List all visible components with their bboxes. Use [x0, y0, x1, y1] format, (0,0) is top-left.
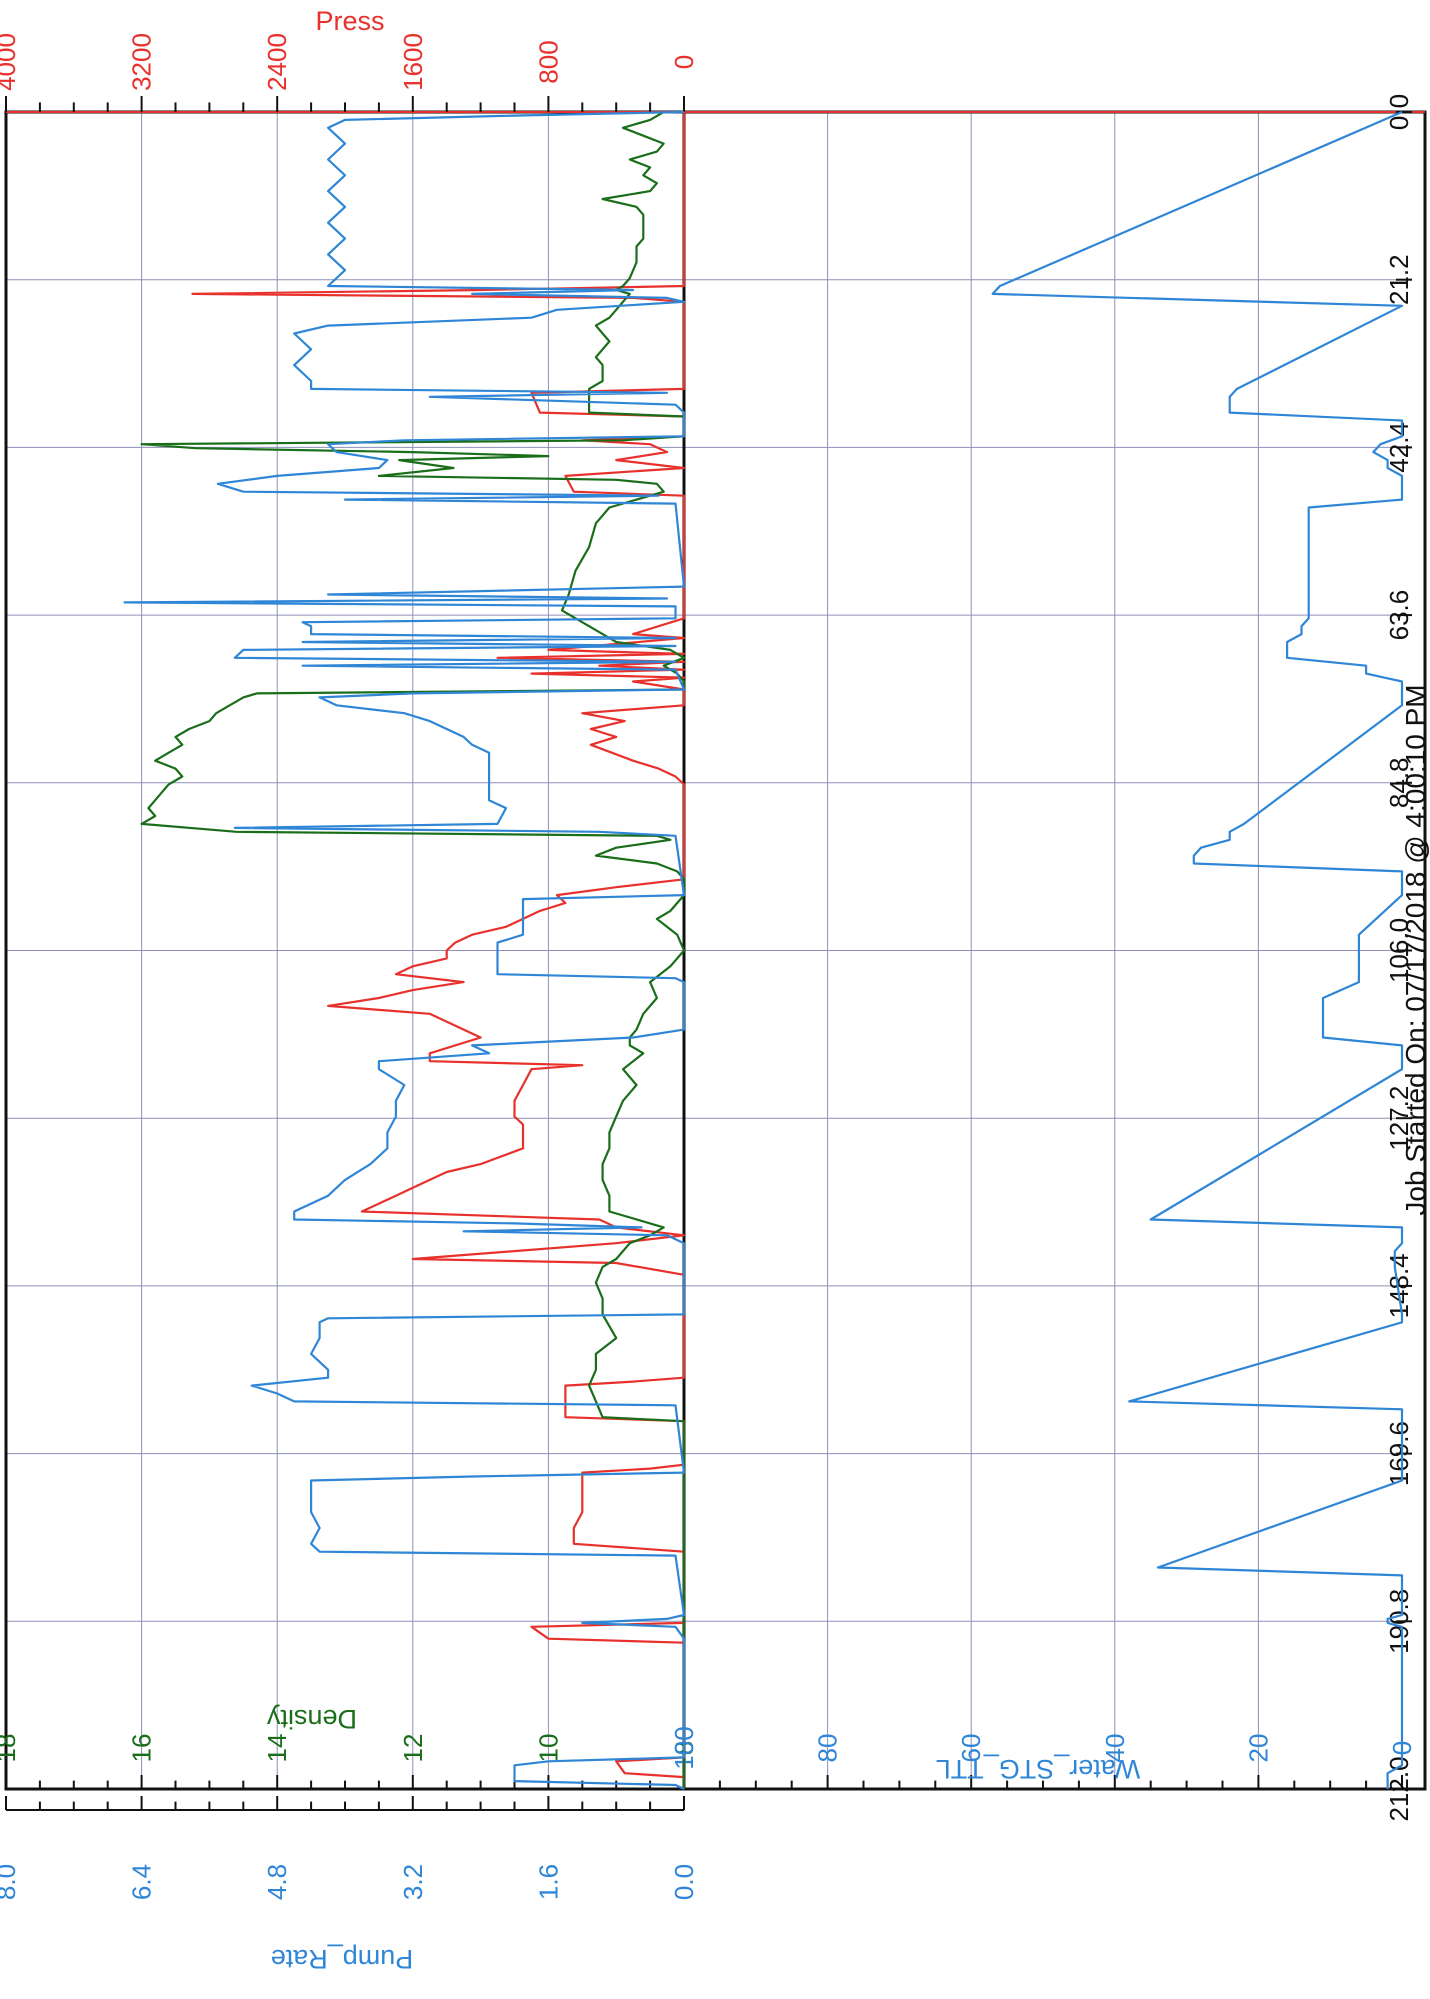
time-tick-label: 106.0: [1384, 918, 1414, 983]
series-line-pump-rate: [123, 110, 686, 1790]
grid-lines: [6, 112, 1402, 1789]
pump-rate-tick-label: 1.6: [533, 1864, 563, 1900]
time-tick-label: 84.8: [1384, 757, 1414, 808]
press-tick-label: 3200: [127, 33, 157, 91]
job-start-footer: Job Started On: 07/17/2018 @ 4:00:10 PM: [1400, 684, 1430, 1215]
series-line-density: [140, 111, 686, 1789]
press-tick-label: 0: [669, 55, 699, 69]
axis-ticks: [5, 96, 1412, 1810]
time-tick-label: 63.6: [1384, 590, 1414, 641]
density-axis-title: Density: [266, 1704, 357, 1734]
press-tick-label: 1600: [398, 33, 428, 91]
density-tick-label: 10: [533, 1734, 563, 1763]
water-tick-label: 60: [956, 1734, 986, 1763]
time-tick-label: 0.0: [1384, 94, 1414, 130]
water-tick-label: 80: [813, 1734, 843, 1763]
time-tick-label: 42.4: [1384, 422, 1414, 473]
time-tick-label: 127.2: [1384, 1086, 1414, 1151]
pump-rate-tick-label: 0.0: [669, 1864, 699, 1900]
water-axis-title: Water_STG_TTL: [936, 1754, 1141, 1784]
series-lines: [123, 110, 1404, 1790]
tick-labels: 0.0 21.2 42.4 63.6 84.8 106.0 127.2 148.4 169.6 1…: [0, 33, 1417, 1900]
water-tick-label: 40: [1100, 1734, 1130, 1763]
density-tick-label: 16: [127, 1734, 157, 1763]
time-tick-label: 21.2: [1384, 254, 1414, 305]
press-tick-label: 4000: [0, 33, 21, 91]
series-line-water-stg-ttl: [991, 110, 1404, 1789]
time-tick-label: 190.8: [1384, 1589, 1414, 1654]
pump-rate-tick-label: 3.2: [398, 1864, 428, 1900]
density-tick-label: 12: [398, 1734, 428, 1763]
press-tick-label: 2400: [262, 33, 292, 91]
density-tick-label: 14: [262, 1734, 292, 1763]
density-tick-label: 18: [0, 1734, 21, 1763]
pump-rate-tick-label: 4.8: [262, 1864, 292, 1900]
water-tick-label: 20: [1243, 1734, 1273, 1763]
press-axis-title: Press: [315, 6, 384, 36]
time-tick-label: 148.4: [1384, 1253, 1414, 1318]
time-tick-label: 169.6: [1384, 1421, 1414, 1486]
press-tick-label: 800: [533, 40, 563, 83]
pump-rate-tick-label: 6.4: [127, 1864, 157, 1900]
pump-rate-axis-title: Pump_Rate: [271, 1944, 414, 1974]
pump-rate-tick-label: 8.0: [0, 1864, 21, 1900]
